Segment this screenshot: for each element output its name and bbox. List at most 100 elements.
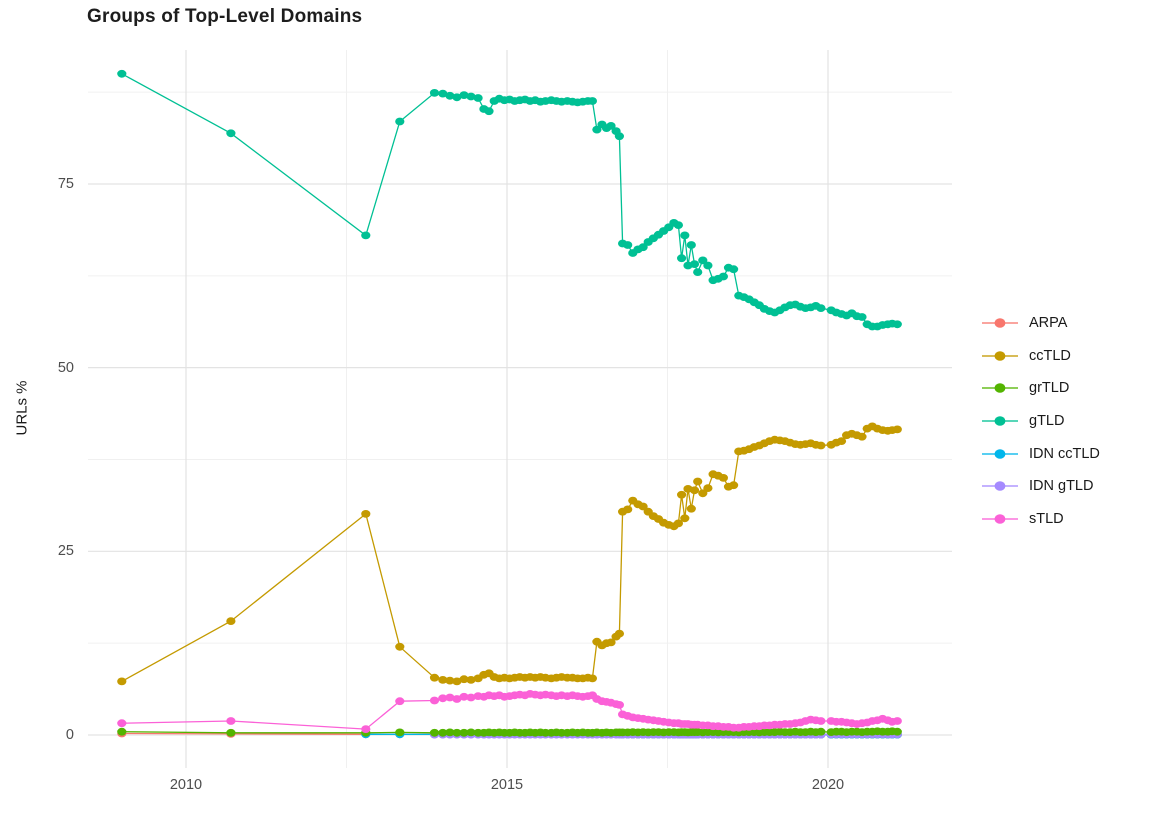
data-point-ccTLD — [703, 484, 713, 492]
data-point-gTLD — [606, 122, 616, 130]
data-point-ccTLD — [638, 502, 648, 511]
legend-label: IDN ccTLD — [1029, 445, 1100, 462]
legend-swatch-icon — [982, 351, 1018, 361]
data-point-ccTLD — [466, 676, 476, 684]
data-point-gTLD — [459, 91, 469, 99]
legend-label: grTLD — [1029, 380, 1070, 397]
data-point-ccTLD — [686, 504, 696, 513]
data-point-ccTLD — [438, 676, 448, 684]
data-point-gTLD — [686, 241, 696, 249]
data-point-gTLD — [226, 129, 236, 138]
legend-label: gTLD — [1029, 413, 1065, 430]
legend-item: gTLD — [981, 405, 1100, 438]
data-point-ccTLD — [395, 642, 405, 651]
data-point-ccTLD — [614, 629, 625, 638]
data-point-gTLD — [445, 91, 455, 100]
legend-label: IDN gTLD — [1029, 478, 1094, 495]
data-point-grTLD — [429, 728, 440, 737]
legend-swatch-icon — [982, 383, 1018, 394]
data-point-gTLD — [429, 89, 440, 97]
data-point-ccTLD — [729, 481, 739, 490]
data-point-grTLD — [445, 728, 455, 737]
data-point-grTLD — [459, 728, 469, 737]
data-point-ccTLD — [606, 638, 616, 647]
data-point-ccTLD — [857, 432, 867, 441]
data-point-sTLD — [117, 719, 127, 728]
chart-title: Groups of Top-Level Domains — [87, 6, 363, 27]
legend-swatch-icon — [982, 318, 1018, 329]
data-point-ccTLD — [693, 477, 703, 486]
data-point-gTLD — [117, 69, 127, 78]
legend-swatch-icon — [982, 514, 1018, 524]
data-point-ccTLD — [226, 617, 236, 625]
data-point-ccTLD — [587, 674, 598, 683]
data-point-grTLD — [892, 727, 902, 736]
series-line-gTLD — [121, 73, 898, 328]
data-point-gTLD — [452, 93, 462, 102]
data-point-sTLD — [816, 717, 826, 725]
data-point-ccTLD — [677, 490, 687, 499]
data-point-gTLD — [689, 260, 700, 268]
data-point-ccTLD — [445, 676, 455, 685]
legend-label: ccTLD — [1029, 347, 1071, 364]
data-point-gTLD — [673, 221, 684, 230]
legend-item: sTLD — [981, 503, 1100, 536]
data-point-ccTLD — [680, 514, 690, 523]
legend-label: sTLD — [1029, 510, 1064, 527]
y-tick-label: 75 — [57, 175, 74, 192]
legend-label: ARPA — [1029, 315, 1068, 332]
data-point-gTLD — [638, 243, 648, 252]
data-point-gTLD — [587, 97, 598, 105]
data-point-grTLD — [226, 728, 236, 737]
data-point-gTLD — [361, 231, 371, 240]
data-point-gTLD — [677, 254, 687, 263]
data-point-gTLD — [438, 89, 448, 98]
legend-swatch-icon — [982, 448, 1018, 459]
y-tick-label: 50 — [57, 359, 74, 376]
data-point-gTLD — [718, 272, 729, 281]
data-point-ccTLD — [361, 510, 371, 518]
data-point-gTLD — [698, 256, 708, 265]
legend-item: grTLD — [981, 372, 1100, 405]
data-point-grTLD — [117, 727, 127, 736]
data-point-sTLD — [892, 717, 902, 725]
data-point-ccTLD — [429, 673, 440, 682]
data-point-sTLD — [614, 701, 625, 709]
data-point-ccTLD — [698, 489, 708, 498]
data-point-sTLD — [445, 693, 455, 702]
data-point-gTLD — [857, 313, 867, 321]
data-point-gTLD — [484, 107, 494, 116]
data-point-gTLD — [466, 92, 476, 101]
data-point-gTLD — [816, 304, 826, 312]
data-point-grTLD — [816, 727, 826, 736]
data-point-gTLD — [592, 125, 602, 134]
data-point-ccTLD — [117, 677, 127, 686]
data-point-grTLD — [438, 728, 448, 737]
data-point-sTLD — [395, 697, 405, 706]
data-point-ccTLD — [836, 437, 847, 445]
x-tick-label: 2010 — [169, 777, 203, 793]
data-point-ccTLD — [452, 677, 462, 686]
data-point-sTLD — [361, 725, 371, 733]
data-point-ccTLD — [673, 519, 684, 528]
data-point-grTLD — [395, 728, 405, 737]
data-point-ccTLD — [689, 486, 700, 495]
legend-item: IDN ccTLD — [981, 437, 1100, 470]
data-point-sTLD — [452, 695, 462, 703]
data-point-ccTLD — [718, 474, 729, 482]
data-point-gTLD — [623, 241, 633, 249]
legend-item: ccTLD — [981, 340, 1100, 373]
data-point-sTLD — [459, 692, 469, 701]
data-point-sTLD — [226, 717, 236, 725]
data-point-ccTLD — [816, 441, 826, 450]
data-point-sTLD — [438, 694, 448, 703]
data-point-ccTLD — [892, 425, 902, 434]
data-point-sTLD — [429, 696, 440, 705]
legend: ARPA ccTLD grTLD gTLD IDN ccTLD IDN gTLD sTLD — [981, 307, 1100, 535]
data-point-grTLD — [466, 728, 476, 737]
x-tick-label: 2020 — [811, 777, 845, 793]
data-point-gTLD — [729, 265, 739, 274]
data-point-gTLD — [680, 231, 690, 240]
data-point-gTLD — [473, 94, 483, 102]
